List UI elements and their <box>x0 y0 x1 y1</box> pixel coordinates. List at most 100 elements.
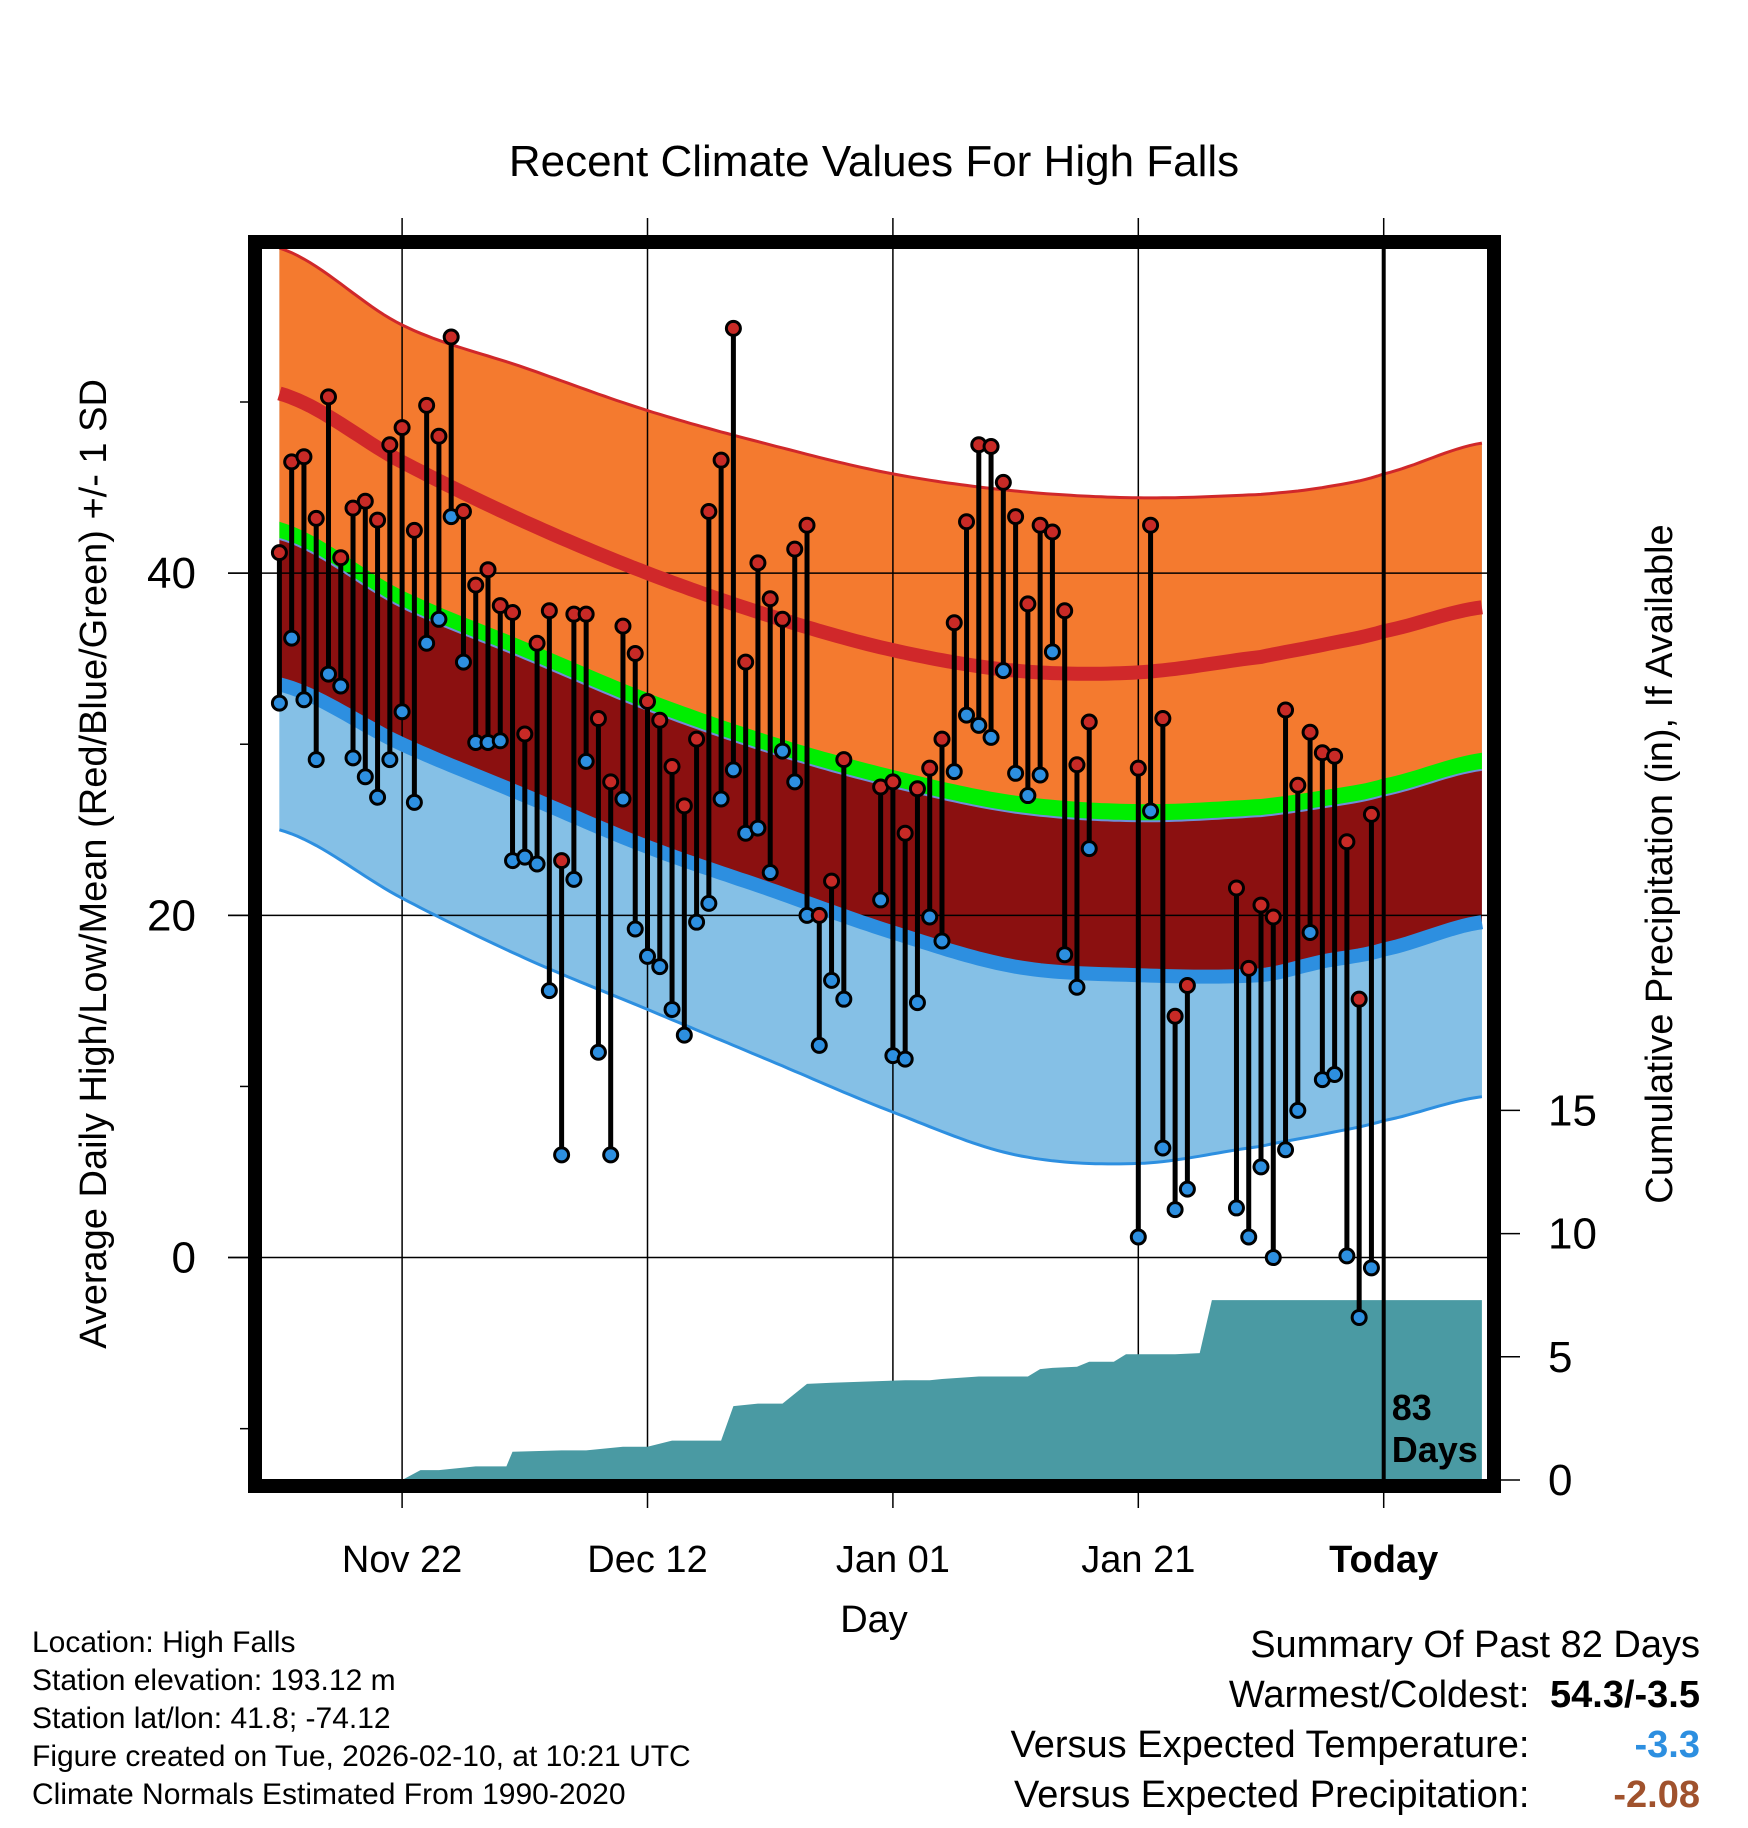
daily-low-point <box>982 728 1000 746</box>
y-axis-title: Average Daily High/Low/Mean (Red/Blue/Gr… <box>73 379 115 1349</box>
daily-low-point <box>381 751 399 769</box>
daily-high-point <box>1019 595 1037 613</box>
daily-low-point <box>418 634 436 652</box>
daily-low-point <box>1154 1139 1172 1157</box>
daily-high-point <box>1031 516 1049 534</box>
daily-high-point <box>810 906 828 924</box>
daily-high-point <box>908 780 926 798</box>
x-tick-label: Jan 01 <box>836 1539 950 1581</box>
cumulative-precip-area <box>279 1300 1482 1480</box>
created-text: Figure created on Tue, 2026-02-10, at 10… <box>32 1740 691 1773</box>
daily-low-point <box>810 1036 828 1054</box>
daily-low-point <box>393 703 411 721</box>
daily-high-point <box>1080 713 1098 731</box>
daily-high-point <box>332 549 350 567</box>
temp-departure-label: Versus Expected Temperature: <box>1010 1724 1530 1766</box>
daily-high-point <box>516 725 534 743</box>
daily-high-point <box>945 614 963 632</box>
latlon-text: Station lat/lon: 41.8; -74.12 <box>32 1702 391 1735</box>
daily-high-point <box>663 757 681 775</box>
daily-low-point <box>1264 1249 1282 1267</box>
daily-low-point <box>1362 1259 1380 1277</box>
daily-high-point <box>884 773 902 791</box>
low-lower-sd-line <box>278 828 1483 1166</box>
daily-high-point <box>1350 990 1368 1008</box>
daily-high-point <box>700 503 718 521</box>
daily-low-point <box>369 788 387 806</box>
daily-low-point <box>565 870 583 888</box>
x-tick-label: Dec 12 <box>587 1539 707 1581</box>
daily-low-point <box>872 891 890 909</box>
daily-high-point <box>921 759 939 777</box>
y-tick-label: 40 <box>147 549 196 598</box>
daily-low-point <box>454 653 472 671</box>
daily-low-point <box>1142 802 1160 820</box>
y-tick-label: 20 <box>147 891 196 940</box>
daily-high-point <box>1129 759 1147 777</box>
daily-high-point <box>896 824 914 842</box>
daily-low-point <box>589 1043 607 1061</box>
daily-high-point <box>1178 976 1196 994</box>
y2-tick-label: 0 <box>1548 1456 1572 1505</box>
daily-high-point <box>761 590 779 608</box>
y-tick-label: 0 <box>172 1234 196 1283</box>
daily-high-point <box>823 872 841 890</box>
warm-cold-label: Warmest/Coldest: <box>1228 1674 1530 1716</box>
daily-low-point <box>516 848 534 866</box>
daily-high-point <box>675 797 693 815</box>
daily-high-point <box>381 436 399 454</box>
daily-high-point <box>1289 776 1307 794</box>
daily-low-point <box>344 749 362 767</box>
daily-high-point <box>724 319 742 337</box>
mean-low-gap <box>279 538 1482 977</box>
daily-low-point <box>319 665 337 683</box>
daily-low-point <box>307 751 325 769</box>
x-tick-label: Nov 22 <box>342 1539 462 1581</box>
daily-low-point <box>283 629 301 647</box>
daily-high-point <box>1252 896 1270 914</box>
daily-low-point <box>823 971 841 989</box>
daily-high-point <box>737 653 755 671</box>
daily-low-point <box>1277 1141 1295 1159</box>
daily-high-point <box>958 513 976 531</box>
daily-high-point <box>1227 879 1245 897</box>
daily-low-point <box>675 1026 693 1044</box>
daily-high-point <box>1264 908 1282 926</box>
daily-high-point <box>773 610 791 628</box>
daily-high-point <box>540 602 558 620</box>
daily-high-point <box>1056 602 1074 620</box>
daily-high-point <box>319 388 337 406</box>
y2-tick-label: 10 <box>1548 1210 1597 1259</box>
daily-high-point <box>356 492 374 510</box>
daily-low-point <box>356 768 374 786</box>
daily-high-point <box>393 419 411 437</box>
daily-high-point <box>994 473 1012 491</box>
daily-high-point <box>418 396 436 414</box>
daily-high-point <box>1240 959 1258 977</box>
daily-low-point <box>945 763 963 781</box>
daily-high-point <box>835 751 853 769</box>
daily-low-point <box>1338 1247 1356 1265</box>
daily-high-point <box>1142 516 1160 534</box>
daily-low-point <box>908 994 926 1012</box>
daily-low-point <box>528 855 546 873</box>
summary-title: Summary Of Past 82 Days <box>1250 1624 1700 1666</box>
daily-low-point <box>712 790 730 808</box>
normal-low-band-lower <box>279 684 1482 1164</box>
daily-low-point <box>1326 1065 1344 1083</box>
daily-high-point <box>467 576 485 594</box>
precip-departure-label: Versus Expected Precipitation: <box>1014 1774 1530 1816</box>
daily-high-point <box>504 603 522 621</box>
daily-low-point <box>1240 1228 1258 1246</box>
daily-high-point <box>405 521 423 539</box>
daily-low-point <box>540 982 558 1000</box>
daily-high-point <box>528 634 546 652</box>
normal-high-line <box>277 386 1483 681</box>
daily-high-point <box>430 427 448 445</box>
location-text: Location: High Falls <box>32 1626 296 1659</box>
daily-low-point <box>332 677 350 695</box>
daily-low-point <box>626 920 644 938</box>
y2-tick-label: 15 <box>1548 1086 1597 1135</box>
x-tick-label: Today <box>1329 1539 1438 1581</box>
